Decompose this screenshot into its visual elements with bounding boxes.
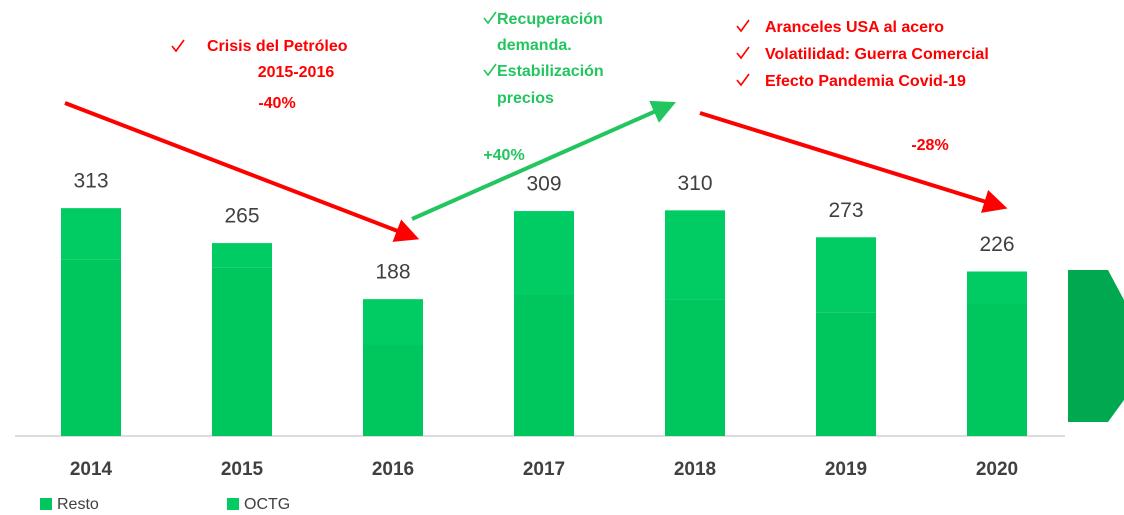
bar-segment: [212, 243, 272, 268]
total-label: 309: [526, 173, 561, 196]
x-tick-label: 2014: [70, 459, 113, 480]
x-tick-label: 2018: [674, 459, 716, 480]
bar-segment: [363, 345, 423, 436]
legend-swatch: [40, 498, 52, 510]
checkmarks: [171, 11, 750, 87]
trend-arrow: [699, 111, 1008, 213]
total-label: 310: [677, 172, 712, 195]
bar-segment: [816, 312, 876, 436]
bar-segment: [967, 303, 1027, 436]
annotation: demanda.: [497, 37, 572, 54]
annotation: 2015-2016: [258, 64, 335, 81]
annotation: Recuperación: [497, 11, 603, 28]
annotation: +40%: [483, 147, 524, 164]
annotation: Efecto Pandemia Covid-19: [765, 73, 966, 90]
total-label: 265: [224, 205, 259, 228]
annotation: Crisis del Petróleo: [207, 38, 348, 55]
trend-arrow: [64, 101, 420, 242]
total-label: 273: [828, 199, 863, 222]
legend-label: OCTG: [244, 496, 290, 513]
bar-segment: [816, 237, 876, 313]
side-arrow: [1068, 270, 1124, 422]
legend-label: Resto: [57, 496, 99, 513]
x-tick-label: 2015: [221, 459, 264, 480]
legend-swatch: [227, 498, 239, 510]
bar-segment: [967, 271, 1027, 304]
annotation: Aranceles USA al acero: [765, 19, 944, 36]
total-label: 313: [73, 170, 108, 193]
x-tick-label: 2020: [976, 459, 1018, 480]
bar-segment: [363, 299, 423, 346]
bar-segment: [665, 210, 725, 300]
total-label: 188: [375, 261, 410, 284]
annotation: precios: [497, 90, 554, 107]
annotation: Estabilización: [497, 63, 604, 80]
bar-segment: [665, 299, 725, 436]
bar-segment: [212, 267, 272, 436]
x-tick-label: 2017: [523, 459, 565, 480]
bar-segment: [61, 259, 121, 436]
annotation: -28%: [911, 137, 948, 154]
bar-segment: [514, 211, 574, 295]
x-tick-label: 2019: [825, 459, 867, 480]
annotation: Volatilidad: Guerra Comercial: [765, 46, 989, 63]
trend-arrow: [411, 100, 676, 221]
total-label: 226: [979, 233, 1014, 256]
x-tick-label: 2016: [372, 459, 414, 480]
bar-segment: [61, 208, 121, 260]
bar-segment: [514, 294, 574, 436]
annotation: -40%: [258, 95, 295, 112]
